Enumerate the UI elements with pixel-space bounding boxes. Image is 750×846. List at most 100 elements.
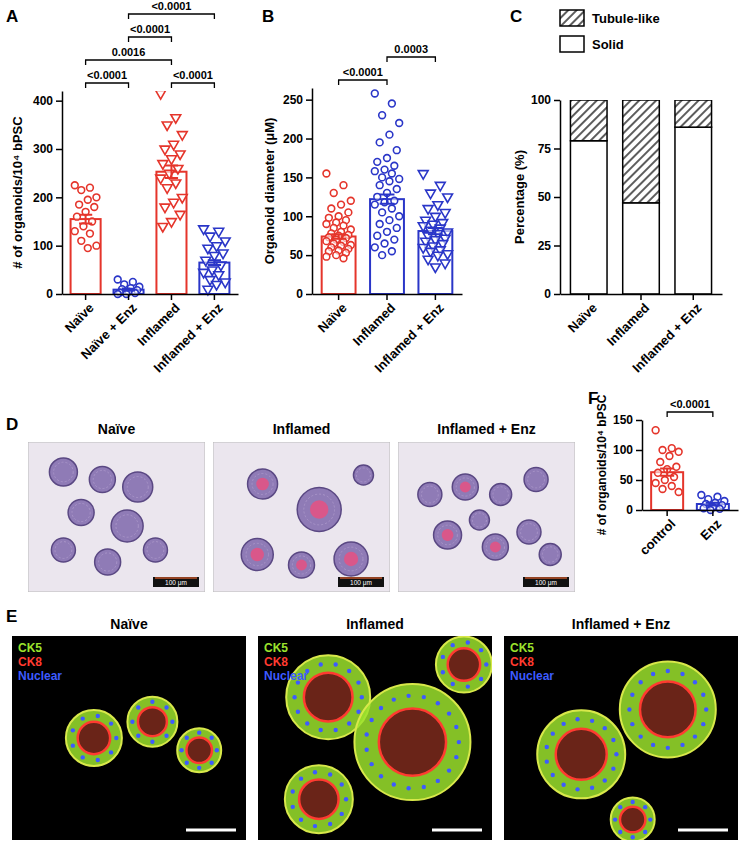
nucleus <box>561 722 565 726</box>
nucleus <box>215 748 219 752</box>
axis-line <box>642 421 644 511</box>
nucleus <box>296 710 300 714</box>
nucleus <box>451 682 455 686</box>
y-axis: 0255075100 <box>531 93 561 301</box>
organoid-lumen <box>186 737 212 763</box>
data-point <box>393 147 400 154</box>
y-tick: 50 <box>620 473 642 487</box>
organoid <box>248 469 278 499</box>
nucleus <box>590 786 594 790</box>
image-panel: ENaïveCK5CK8NuclearInflamedCK5CK8Nuclear… <box>6 607 738 842</box>
nucleus <box>436 779 440 783</box>
bar <box>199 263 229 294</box>
p-value: <0.0001 <box>343 66 383 78</box>
nucleus <box>447 768 451 772</box>
organoid <box>537 710 625 798</box>
data-point <box>162 185 172 194</box>
tick-label: 0 <box>296 287 303 301</box>
data-point <box>384 155 391 162</box>
bar <box>322 236 356 294</box>
nucleus <box>422 785 426 789</box>
y-axis-title: # of organoids/10⁴ bPSC <box>10 116 25 269</box>
nucleus <box>185 760 189 764</box>
x-axis: NaïveNaïve + EnzInflamedInflamed + Enz <box>62 294 239 375</box>
data-point <box>652 427 659 434</box>
data-point <box>371 90 378 97</box>
tick-mark <box>640 294 642 300</box>
organoid-texture <box>72 503 90 521</box>
data-point <box>430 264 440 273</box>
nucleus <box>627 707 631 711</box>
tick-label: 25 <box>538 239 552 253</box>
brackets: <0.00010.0003 <box>339 43 436 85</box>
organoid-texture <box>493 487 508 502</box>
data-point <box>396 213 403 220</box>
organoid <box>620 661 716 757</box>
axis-line <box>312 89 314 295</box>
plot-area <box>651 427 729 514</box>
data-point <box>443 194 453 203</box>
p-value: 0.0016 <box>112 46 146 58</box>
tick-mark <box>56 197 62 199</box>
data-point <box>443 251 453 260</box>
data-point <box>93 194 100 201</box>
nucleus <box>81 755 85 759</box>
image-panel: DNaïve100 μmInflamed100 μmInflamed + Enz… <box>6 415 575 592</box>
organoid-lumen <box>299 779 338 818</box>
bar <box>156 172 186 294</box>
micrograph <box>28 442 205 592</box>
bracket <box>129 14 215 19</box>
data-point <box>381 166 388 173</box>
channel-label: CK5 <box>264 641 288 655</box>
data-point <box>675 448 682 455</box>
nucleus <box>150 699 154 703</box>
data-point <box>381 240 388 247</box>
axis-line <box>63 294 239 296</box>
tick-mark <box>554 148 560 150</box>
nucleus <box>185 736 189 740</box>
organoid <box>89 467 115 493</box>
organoid-lumen <box>310 500 328 518</box>
tick-label: control <box>637 516 679 558</box>
bracket <box>86 60 172 65</box>
error-bar <box>428 228 443 234</box>
organoid-lumen <box>448 648 480 680</box>
organoid <box>297 488 341 532</box>
tick-mark <box>171 294 173 300</box>
bracket <box>339 80 387 85</box>
bar-segment <box>623 100 660 203</box>
data-point <box>374 232 381 239</box>
data-point <box>330 190 337 197</box>
nucleus <box>693 734 697 738</box>
organoid <box>127 697 177 747</box>
organoid-texture <box>252 474 273 495</box>
data-point <box>371 168 378 175</box>
nucleus <box>630 722 634 726</box>
tick-mark <box>554 100 560 102</box>
bracket <box>667 412 713 417</box>
nucleus <box>136 734 140 738</box>
nucleus <box>631 835 635 839</box>
y-tick: 0 <box>46 287 62 301</box>
organoid-lumen <box>304 673 353 722</box>
nucleus <box>392 782 396 786</box>
organoid <box>95 549 121 575</box>
data-point <box>345 209 352 216</box>
x-tick: Enz <box>697 510 724 543</box>
tick-mark <box>306 99 312 101</box>
organoid-texture <box>246 543 268 565</box>
nucleus <box>630 693 634 697</box>
p-value: <0.0001 <box>130 23 170 35</box>
scale-bar <box>338 577 384 587</box>
nucleus <box>197 766 201 770</box>
chart-panel: F<0.0001050100150controlEnz# of organoid… <box>588 389 739 558</box>
data-point <box>374 158 381 165</box>
nucleus <box>130 719 134 723</box>
organoid-texture <box>438 525 458 545</box>
x-tick: Naïve <box>565 294 600 335</box>
tick-mark <box>435 294 437 300</box>
organoid <box>418 483 442 507</box>
tick-label: 100 <box>531 93 551 107</box>
nucleus <box>313 770 317 774</box>
organoid <box>611 798 655 840</box>
